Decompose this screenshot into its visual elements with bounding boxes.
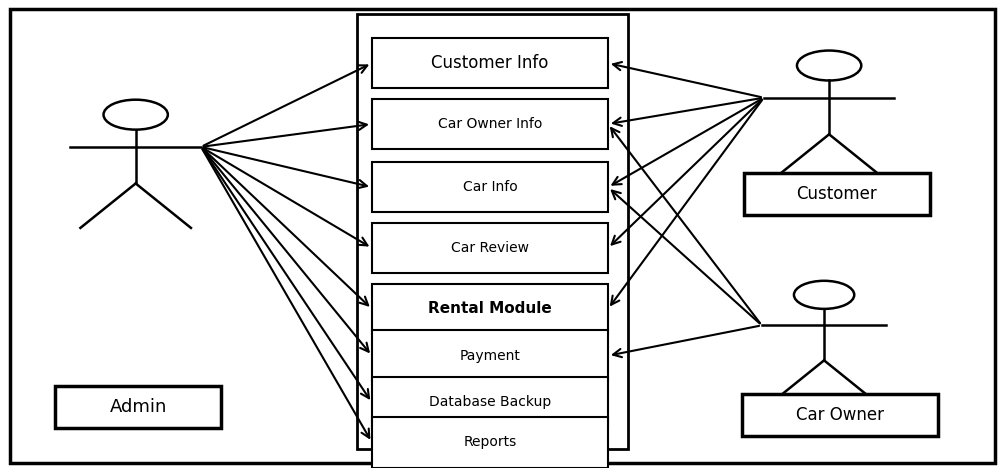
Bar [357,14,628,449]
Bar [372,377,608,428]
Text: Database Backup: Database Backup [429,395,551,410]
Text: Payment: Payment [459,349,521,363]
Bar [742,394,938,436]
Bar [372,223,608,273]
Bar [372,330,608,381]
Text: Rental Module: Rental Module [428,301,552,316]
Text: Car Owner: Car Owner [796,406,883,424]
Text: Car Owner Info: Car Owner Info [438,117,542,131]
Bar [372,284,608,334]
Bar [372,99,608,149]
Bar [372,38,608,88]
Text: Car Review: Car Review [451,241,529,255]
Text: Car Info: Car Info [462,180,518,194]
Bar [744,173,930,215]
Bar [372,162,608,212]
Text: Customer Info: Customer Info [431,54,549,72]
Text: Admin: Admin [110,398,167,416]
Text: Customer: Customer [796,185,877,203]
Bar [55,386,221,428]
Text: Reports: Reports [463,435,517,449]
Bar [372,417,608,468]
